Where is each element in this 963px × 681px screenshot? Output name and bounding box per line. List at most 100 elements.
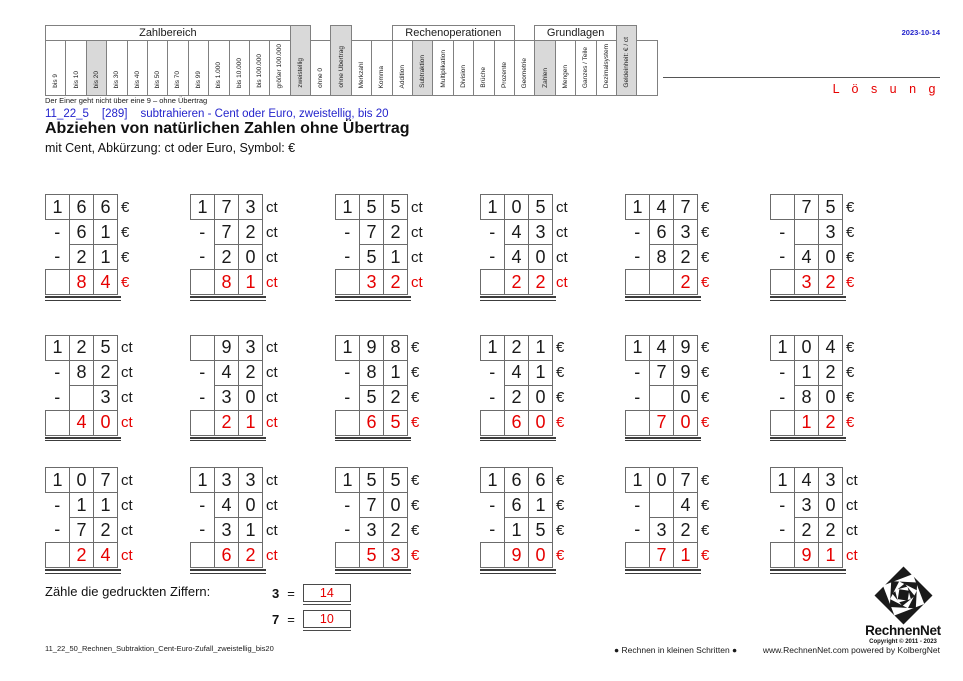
digit-cell: 1 — [770, 334, 795, 361]
minus-sign: - — [779, 362, 786, 383]
result-unit-label: ct — [121, 546, 133, 564]
digit-cell: 7 — [673, 467, 698, 493]
problem-18: 1 4 3 ct -3 0 ct -2 2 ct 9 1 ct — [770, 467, 915, 574]
digit-cell: 4 — [504, 244, 529, 270]
digit-cell: 3 — [238, 194, 263, 220]
matrix-spacer — [514, 26, 534, 41]
problem-4: 1 0 5 ct -4 3 ct -4 0 ct 2 2 ct — [480, 194, 625, 301]
unit-label: ct — [266, 248, 278, 266]
result-double-rule — [335, 436, 411, 441]
digit-cell: 1 — [480, 194, 505, 220]
digit-count-label: Zähle die gedruckten Ziffern: — [45, 584, 211, 599]
logo-copyright: Copyright © 2011 - 2023 — [869, 639, 937, 645]
matrix-column-cell: Ganzes / Teile — [575, 40, 597, 96]
digit-cell: 1 — [93, 492, 118, 518]
result-digit-cell: 8 — [214, 269, 239, 295]
digit-cell: 4 — [504, 219, 529, 245]
problem-16: 1 6 6 € -6 1 € -1 5 €9 0 € — [480, 467, 625, 574]
digit-cell: 2 — [69, 334, 94, 361]
matrix-column-cell: ohne Übertrag — [330, 25, 352, 96]
result-digit-cell: 4 — [69, 409, 94, 436]
counted-digit: 3 — [272, 585, 280, 601]
unit-label: € — [846, 389, 855, 406]
digit-cell: 1 — [45, 334, 70, 361]
logo-spiral-icon — [874, 566, 932, 624]
counted-digit: 7 — [272, 611, 280, 627]
digit-cell: 3 — [93, 384, 118, 411]
unit-label: € — [556, 521, 565, 539]
result-digit-cell: 0 — [93, 409, 118, 436]
minus-sign: - — [489, 519, 496, 540]
result-lead-cell — [335, 542, 360, 568]
matrix-column-cell: bis 10 — [65, 40, 87, 96]
minus-sign: - — [344, 494, 351, 515]
unit-label: € — [556, 471, 565, 489]
page-subtitle: mit Cent, Abkürzung: ct oder Euro, Symbo… — [45, 141, 296, 155]
digit-cell: 1 — [335, 194, 360, 220]
digit-cell: 5 — [93, 334, 118, 361]
problem-12: 1 0 4 € -1 2 € -8 0 €1 2 € — [770, 334, 915, 441]
problems-row: 1 2 5 ct -8 2 ct -3 ct 4 0 ct 9 3 ct -4 2 ct -3 0 ct 2 1 ct 1 9 8 €… — [45, 334, 915, 441]
minus-sign: - — [199, 494, 206, 515]
unit-label: ct — [266, 364, 278, 381]
result-double-rule — [335, 296, 411, 301]
unit-label: ct — [266, 198, 278, 216]
minus-sign: - — [634, 246, 641, 267]
unit-label: € — [846, 364, 855, 381]
digit-cell: 0 — [528, 244, 553, 270]
digit-cell: 3 — [238, 467, 263, 493]
matrix-column-cell: bis 50 — [146, 40, 169, 96]
date-label: 2023-10-14 — [901, 28, 940, 37]
matrix-column-cell: Merkzahl — [350, 40, 373, 96]
problem-8: 9 3 ct -4 2 ct -3 0 ct 2 1 ct — [190, 334, 335, 441]
digit-cell: 3 — [214, 517, 239, 543]
solution-label: L ö s u n g — [832, 82, 940, 96]
digit-cell: 1 — [504, 517, 529, 543]
unit-label: ct — [121, 389, 133, 406]
result-lead-cell — [335, 269, 360, 295]
unit-label: € — [701, 389, 710, 406]
result-double-rule — [770, 296, 846, 301]
result-unit-label: € — [701, 414, 710, 431]
unit-label: € — [701, 339, 710, 356]
digit-cell: 8 — [359, 359, 384, 386]
result-lead-cell — [45, 269, 70, 295]
problem-5: 1 4 7 € -6 3 € -8 2 €2 € — [625, 194, 770, 301]
minus-sign: - — [489, 386, 496, 407]
minus-sign: - — [634, 362, 641, 383]
digit-cell: 9 — [359, 334, 384, 361]
result-lead-cell — [190, 542, 215, 568]
matrix-column-cell: Addition — [391, 40, 414, 96]
result-digit-cell: 2 — [818, 409, 843, 436]
digit-count-value: 10 — [319, 612, 334, 626]
digit-cell: 1 — [770, 467, 795, 493]
matrix-spacer — [351, 26, 371, 41]
result-lead-cell — [190, 409, 215, 436]
unit-label: € — [701, 521, 710, 539]
result-lead-cell — [625, 542, 650, 568]
result-unit-label: € — [121, 273, 130, 291]
matrix-column-cell: Multiplikation — [432, 40, 454, 96]
digit-count-item: 7 = 10 — [272, 610, 351, 631]
unit-label: ct — [411, 198, 423, 216]
header-note: Der Einer geht nicht über eine 9 – ohne … — [45, 96, 208, 105]
result-digit-cell: 1 — [238, 409, 263, 436]
result-digit-cell: 2 — [528, 269, 553, 295]
digit-cell: 1 — [190, 467, 215, 493]
result-digit-cell: 6 — [214, 542, 239, 568]
result-digit-cell: 6 — [504, 409, 529, 436]
result-lead-cell — [480, 409, 505, 436]
result-lead-cell — [625, 269, 650, 295]
unit-label: € — [701, 248, 710, 266]
problems-grid: 1 6 6 € -6 1 € -2 1 €8 4 €1 7 3 ct -7 2 ct -2 0 ct 8 1 ct 1 5 5 ct -… — [45, 194, 915, 574]
digit-cell: 7 — [214, 194, 239, 220]
unit-label: ct — [846, 471, 858, 489]
problems-row: 1 6 6 € -6 1 € -2 1 €8 4 €1 7 3 ct -7 2 ct -2 0 ct 8 1 ct 1 5 5 ct -… — [45, 194, 915, 301]
minus-sign: - — [199, 386, 206, 407]
unit-label: € — [701, 364, 710, 381]
digit-cell: 1 — [93, 219, 118, 245]
digit-cell: 4 — [214, 492, 239, 518]
digit-cell: 0 — [528, 384, 553, 411]
unit-label: € — [701, 223, 710, 241]
digit-cell: 0 — [818, 384, 843, 411]
